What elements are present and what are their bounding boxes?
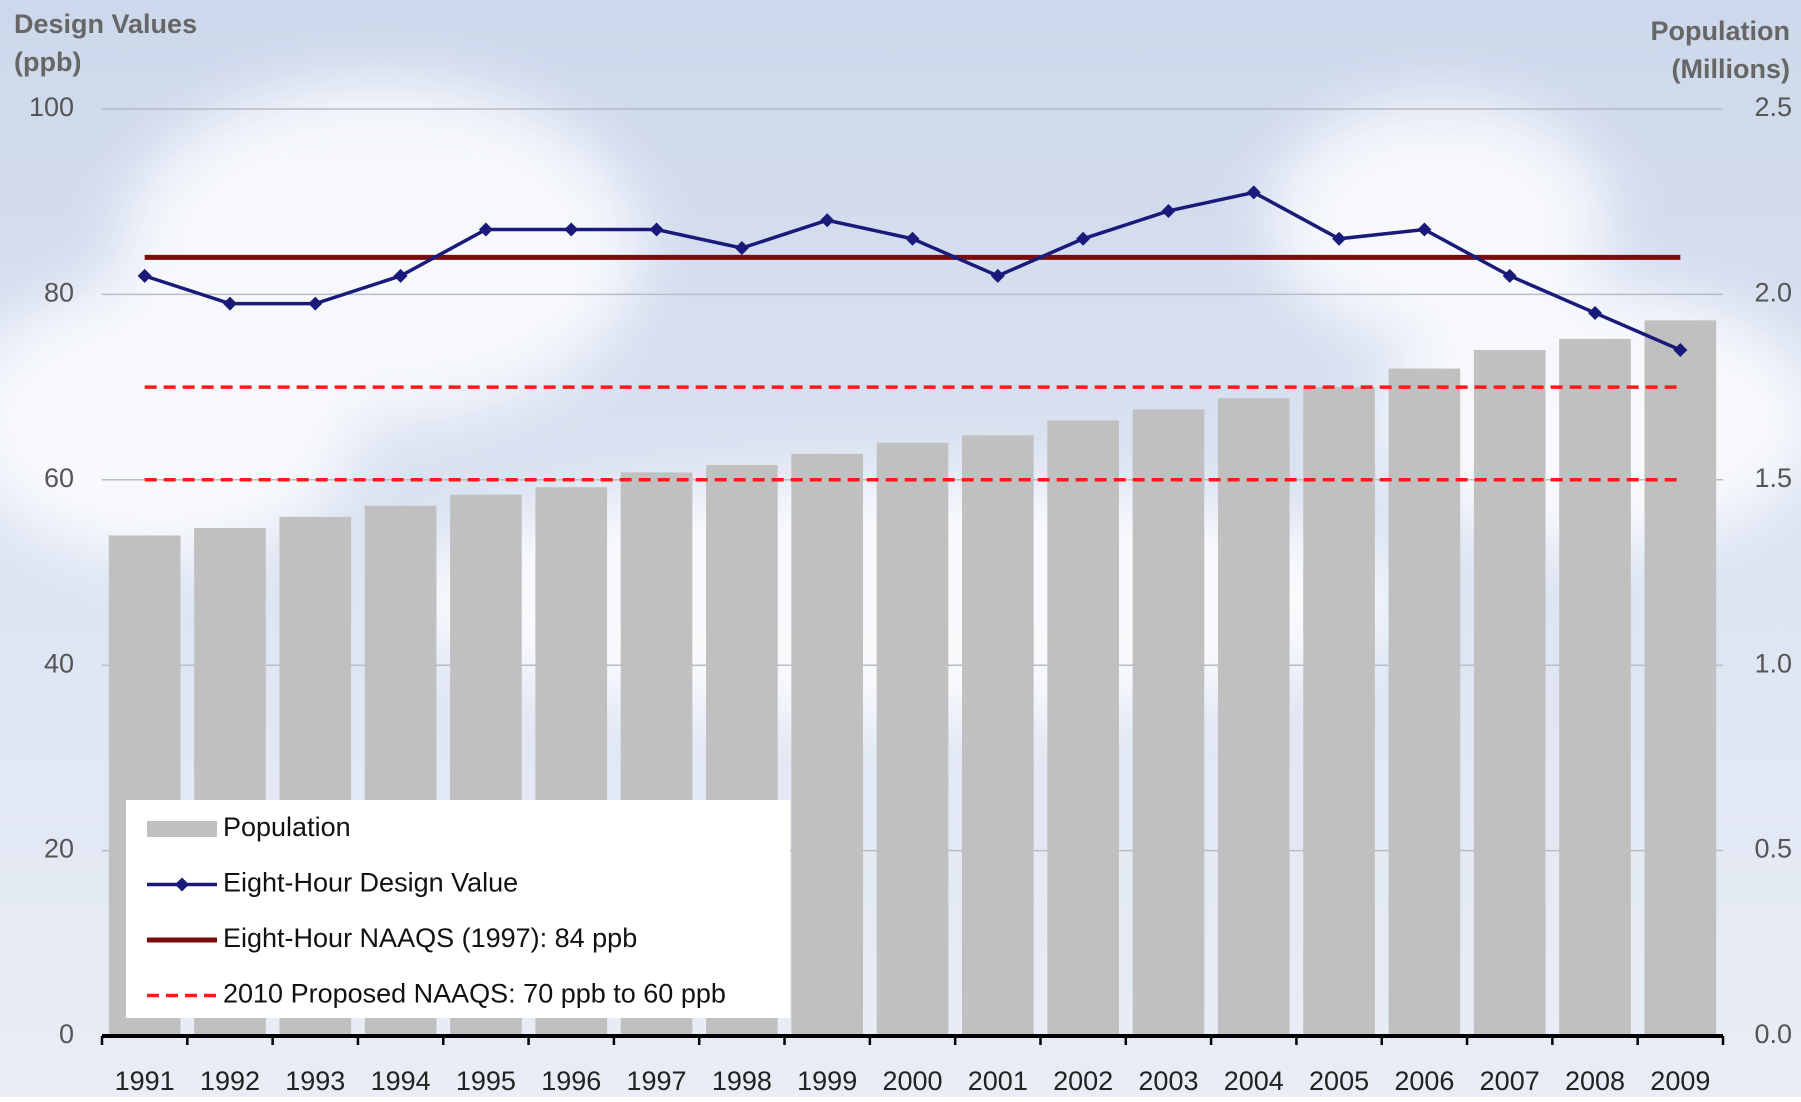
bar: [1303, 387, 1375, 1036]
y2-axis-label: Population: [1651, 16, 1790, 46]
y-tick-label: 40: [44, 648, 74, 678]
x-tick-label: 1991: [115, 1066, 175, 1096]
y-tick-label: 20: [44, 834, 74, 864]
x-tick-label: 1998: [712, 1066, 772, 1096]
y-tick-label: 0: [59, 1019, 74, 1049]
x-tick-label: 1997: [627, 1066, 687, 1096]
y2-tick-label: 0.0: [1754, 1019, 1792, 1049]
x-tick-label: 1993: [285, 1066, 345, 1096]
x-tick-label: 2000: [882, 1066, 942, 1096]
page: Design Values (ppb) Population (Millions) 0 2…: [0, 0, 1801, 1102]
bar: [1047, 420, 1119, 1036]
legend-label: Population: [223, 812, 351, 842]
bar: [1645, 320, 1717, 1036]
y-axis-label: (ppb): [14, 47, 81, 77]
bar: [962, 435, 1034, 1036]
x-tick-label: 2008: [1565, 1066, 1625, 1096]
y2-tick-label: 1.0: [1754, 648, 1792, 678]
legend-label: Eight-Hour Design Value: [223, 868, 518, 898]
x-tick-label: 2009: [1650, 1066, 1710, 1096]
bar: [1559, 339, 1631, 1036]
x-tick-label: 1992: [200, 1066, 260, 1096]
y2-tick-label: 2.0: [1754, 278, 1792, 308]
chart: Design Values (ppb) Population (Millions) 0 2…: [0, 0, 1801, 1097]
legend: Population Eight-Hour Design Value Eight-H…: [126, 800, 790, 1018]
y2-tick-label: 0.5: [1754, 834, 1792, 864]
y-axis-label: Design Values: [14, 9, 197, 39]
x-tick-label: 2002: [1053, 1066, 1113, 1096]
x-tick-label: 1995: [456, 1066, 516, 1096]
bar: [877, 443, 949, 1036]
legend-label: Eight-Hour NAAQS (1997): 84 ppb: [223, 923, 637, 953]
x-tick-label: 2001: [968, 1066, 1028, 1096]
x-tick-label: 2006: [1394, 1066, 1454, 1096]
x-tick-label: 1996: [541, 1066, 601, 1096]
x-tick-label: 2004: [1224, 1066, 1284, 1096]
x-tick-label: 1994: [371, 1066, 431, 1096]
bar: [1474, 350, 1546, 1036]
x-tick-label: 2003: [1138, 1066, 1198, 1096]
bar: [1389, 369, 1461, 1036]
legend-label: 2010 Proposed NAAQS: 70 ppb to 60 ppb: [223, 979, 726, 1009]
bar: [791, 454, 863, 1036]
y-tick-label: 100: [29, 92, 74, 122]
y2-axis-label: (Millions): [1672, 54, 1790, 84]
y-tick-label: 60: [44, 463, 74, 493]
legend-swatch: [147, 821, 217, 837]
x-tick-label: 2005: [1309, 1066, 1369, 1096]
bar: [1218, 398, 1290, 1036]
y-tick-label: 80: [44, 278, 74, 308]
y2-tick-label: 1.5: [1754, 463, 1792, 493]
bar: [1133, 409, 1205, 1036]
y2-tick-label: 2.5: [1754, 92, 1792, 122]
x-tick-label: 1999: [797, 1066, 857, 1096]
x-tick-label: 2007: [1480, 1066, 1540, 1096]
